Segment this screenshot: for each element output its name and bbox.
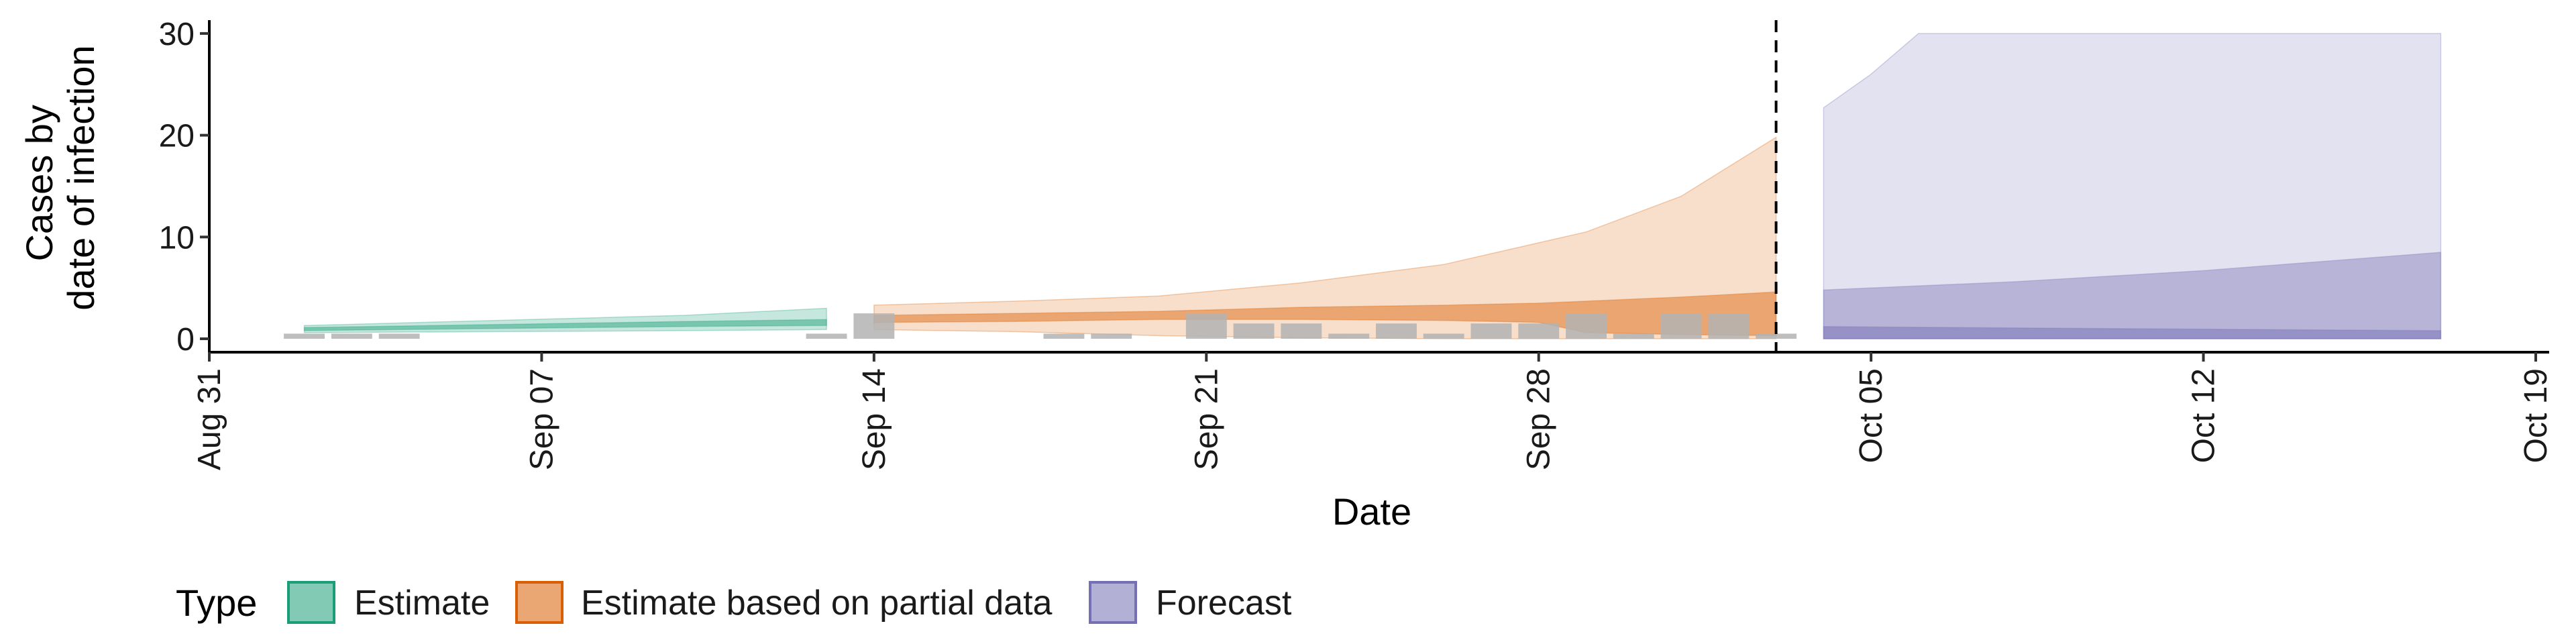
legend-title: Type xyxy=(176,582,257,624)
observed-bar xyxy=(853,313,895,339)
observed-bar xyxy=(331,333,372,339)
observed-bar xyxy=(1423,333,1464,339)
legend: Type Estimate Estimate based on partial d… xyxy=(176,581,1292,624)
x-tick-label: Oct 05 xyxy=(1854,368,1889,463)
observed-bar xyxy=(806,333,847,339)
band-3-median xyxy=(1823,326,2442,339)
observed-bar xyxy=(1756,333,1797,339)
observed-bar xyxy=(1660,313,1702,339)
observed-bar xyxy=(1470,323,1512,339)
x-tick-label: Sep 21 xyxy=(1189,368,1224,470)
x-tick-label: Sep 28 xyxy=(1521,368,1557,470)
band-1-inner xyxy=(303,319,827,331)
observed-bar xyxy=(1281,323,1322,339)
legend-key xyxy=(515,581,564,624)
observed-bar xyxy=(1185,313,1227,339)
y-ticks: 0 10 20 30 xyxy=(159,17,209,358)
band-layer xyxy=(303,33,2442,339)
legend-label: Forecast xyxy=(1156,584,1292,623)
legend-label: Estimate based on partial data xyxy=(581,584,1053,623)
observed-bar xyxy=(1376,323,1417,339)
observed-bar xyxy=(1566,313,1607,339)
y-tick-label: 30 xyxy=(159,17,195,52)
observed-bar xyxy=(1328,333,1370,339)
x-tick-label: Sep 07 xyxy=(524,368,559,470)
y-tick-label: 20 xyxy=(159,119,195,154)
y-tick-label: 10 xyxy=(159,220,195,256)
legend-key xyxy=(1089,581,1137,624)
observed-bar xyxy=(1518,323,1560,339)
x-tick-label: Oct 19 xyxy=(2518,368,2554,463)
observed-bar xyxy=(1613,333,1654,339)
observed-bar xyxy=(284,333,325,339)
legend-key xyxy=(287,581,335,624)
band-1-outer xyxy=(303,307,827,333)
x-ticks: Aug 31 Sep 07 Sep 14 Sep 21 Sep 28 Oct 05 Oct … xyxy=(192,352,2554,470)
y-tick-label: 0 xyxy=(176,322,195,358)
observed-bar xyxy=(1091,333,1132,339)
observed-bar xyxy=(1708,313,1750,339)
x-tick-label: Oct 12 xyxy=(2186,368,2222,463)
x-axis-title: Date xyxy=(1332,490,1411,533)
y-axis-title: Cases by date of infection xyxy=(18,45,102,310)
observed-bar xyxy=(1233,323,1275,339)
x-tick-label: Sep 14 xyxy=(857,368,892,470)
y-axis-title-line-1: Cases by xyxy=(18,105,60,261)
observed-bar xyxy=(1043,333,1085,339)
observed-bars-layer xyxy=(284,313,1797,339)
legend-label: Estimate xyxy=(354,584,490,623)
axes xyxy=(208,20,2549,354)
observed-bar xyxy=(378,333,420,339)
x-tick-label: Aug 31 xyxy=(192,368,227,470)
y-axis-title-line-2: date of infection xyxy=(60,45,102,310)
